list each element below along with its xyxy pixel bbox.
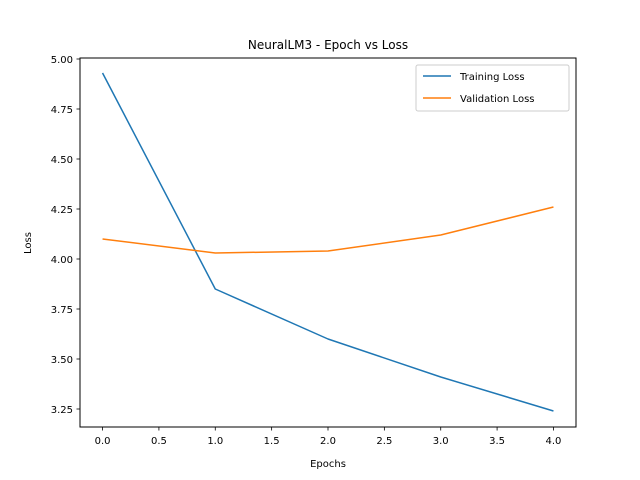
y-tick-label: 4.50 [51,155,73,166]
x-axis-ticks: 0.0 0.5 1.0 1.5 2.0 2.5 3.0 3.5 4.0 [95,427,562,447]
x-tick-label: 3.5 [489,436,505,447]
y-tick-label: 4.25 [51,205,73,216]
y-tick-label: 3.75 [51,305,73,316]
legend-label-training-loss: Training Loss [459,72,525,83]
x-tick-label: 4.0 [546,436,562,447]
x-tick-label: 1.5 [264,436,280,447]
x-axis-label: Epochs [310,459,346,470]
y-axis-ticks: 3.25 3.50 3.75 4.00 4.25 4.50 4.75 5.00 [51,55,80,416]
chart-title: NeuralLM3 - Epoch vs Loss [248,38,408,52]
y-tick-label: 4.00 [51,255,73,266]
y-tick-label: 3.50 [51,355,73,366]
x-tick-label: 0.5 [151,436,167,447]
y-tick-label: 4.75 [51,105,73,116]
y-axis-label: Loss [23,232,34,254]
y-tick-label: 5.00 [51,55,73,66]
plot-lines [101,72,554,412]
x-tick-label: 0.0 [95,436,111,447]
x-tick-label: 3.0 [433,436,449,447]
x-tick-label: 1.0 [207,436,223,447]
y-tick-label: 3.25 [51,405,73,416]
x-tick-label: 2.0 [320,436,336,447]
legend-label-validation-loss: Validation Loss [460,94,535,105]
legend-box [415,64,570,112]
x-tick-label: 2.5 [376,436,392,447]
legend: Training Loss Validation Loss [415,64,570,112]
